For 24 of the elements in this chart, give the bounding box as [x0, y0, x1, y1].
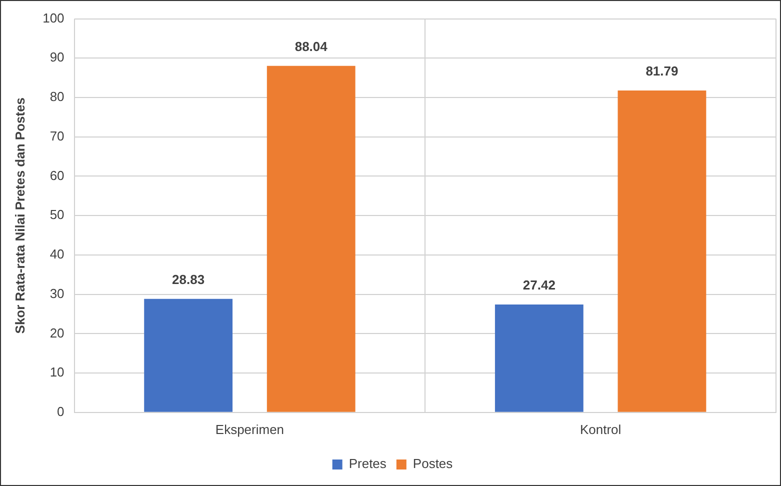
y-tick-label: 20 [50, 325, 64, 340]
data-label: 88.04 [294, 38, 328, 54]
y-tick-label: 80 [50, 89, 64, 104]
data-label: 28.83 [172, 272, 205, 288]
y-tick-label: 60 [50, 168, 64, 183]
y-tick-label: 90 [50, 50, 64, 65]
x-tick-label: Kontrol [580, 422, 622, 437]
bar [144, 298, 233, 412]
y-tick-label: 40 [50, 246, 64, 262]
y-tick-label: 10 [50, 364, 64, 380]
x-tick-label: Eksperimen [215, 422, 284, 437]
legend-label: Postes [412, 456, 454, 472]
y-tick-label: 50 [50, 207, 64, 222]
y-tick-label: 0 [57, 404, 64, 419]
bar [494, 304, 584, 412]
y-axis-title: Skor Rata-rata Nilai Pretes dan Postes [12, 97, 28, 334]
y-tick-label: 70 [50, 128, 64, 144]
bar [618, 90, 706, 412]
y-tick-label: 100 [42, 10, 64, 26]
bar [266, 66, 356, 412]
y-tick-label: 30 [50, 286, 64, 301]
legend-label: Pretes [348, 456, 387, 472]
data-label: 27.42 [522, 278, 556, 293]
data-label: 81.79 [646, 64, 678, 79]
